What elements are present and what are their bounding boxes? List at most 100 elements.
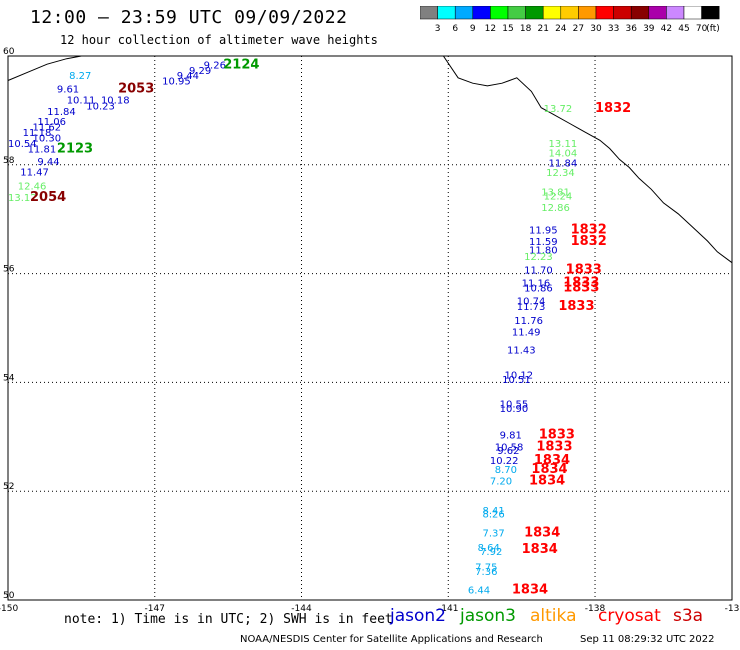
wave-height-label: 11.18	[23, 128, 52, 139]
wave-height-label: 10.54	[8, 139, 37, 150]
colorbar-legend: 3 6 9 12 15 18 21 24 27 30 33 36 39 42 45 70(ft)	[420, 6, 720, 34]
wave-height-label: 9.44	[37, 157, 59, 168]
pass-time-label: 1834	[522, 542, 558, 557]
x-tick-label: -147	[145, 604, 165, 614]
wave-height-label: 10.90	[500, 404, 529, 415]
wave-height-label: 10.30	[32, 133, 61, 144]
pass-time-label: 1832	[595, 101, 631, 116]
legend-jason2: jason2	[390, 606, 446, 626]
pass-time-label: 1833	[539, 427, 575, 442]
pass-time-label: 1834	[534, 453, 570, 468]
pass-time-label: 1834	[512, 582, 548, 597]
pass-time-label: 1833	[563, 276, 599, 291]
wave-height-label: 12.86	[541, 203, 570, 214]
pass-time-label: 1833	[536, 439, 572, 454]
pass-time-label: 1834	[529, 474, 565, 489]
wave-height-label: 13.72	[544, 104, 573, 115]
wave-height-label: 10.23	[86, 101, 115, 112]
wave-height-label: 10.95	[162, 76, 191, 87]
wave-height-label: 11.43	[507, 346, 536, 357]
wave-height-label: 9.61	[57, 84, 79, 95]
colorbar-label: 24	[555, 24, 567, 34]
wave-height-label: 11.76	[514, 316, 543, 327]
wave-height-label: 11.47	[20, 168, 49, 179]
wave-height-label: 12.34	[546, 168, 575, 179]
pass-time-label: 1833	[558, 299, 594, 314]
colorbar-label: 18	[520, 24, 532, 34]
wave-height-label: 8.26	[483, 509, 505, 520]
wave-height-label: 11.16	[522, 279, 551, 290]
legend-altika: altika	[530, 606, 577, 626]
wave-height-label: 9.62	[497, 446, 519, 457]
wave-height-label: 10.74	[517, 297, 546, 308]
pass-time-label: 2123	[57, 141, 93, 156]
footer-credit: NOAA/NESDIS Center for Satellite Applica…	[240, 634, 543, 645]
y-tick-label: 58	[3, 156, 15, 166]
wave-height-label: 10.12	[505, 371, 534, 382]
colorbar-label: 21	[537, 24, 548, 34]
footer-note: note: 1) Time is in UTC; 2) SWH is in fe…	[64, 612, 393, 627]
colorbar-label: 30	[590, 24, 602, 34]
wave-height-label: 9.26	[204, 61, 226, 72]
colorbar-label: 9	[470, 24, 476, 34]
wave-height-label: 9.81	[500, 430, 522, 441]
wave-height-label: 11.70	[524, 266, 553, 277]
wave-height-label: 14.04	[549, 149, 578, 160]
wave-height-label: 11.62	[32, 123, 61, 134]
wave-height-label: 10.86	[524, 284, 553, 295]
x-tick-label: -150	[0, 604, 18, 614]
coastline-kenai	[7, 55, 82, 81]
pass-time-label: 1832	[571, 222, 607, 237]
x-tick-label: -138	[585, 604, 606, 614]
pass-time-label: 1832	[571, 234, 607, 249]
pass-time-label: 1834	[524, 525, 560, 540]
y-tick-label: 56	[3, 265, 15, 275]
plot-frame	[7, 55, 733, 601]
coastline-path	[442, 55, 733, 264]
pass-time-label: 2124	[223, 58, 259, 73]
pass-time-label: 1833	[563, 281, 599, 296]
wave-height-label: 10.58	[495, 442, 524, 453]
wave-height-label: 8.64	[478, 543, 500, 554]
wave-height-label: 7.20	[490, 477, 512, 488]
y-tick-label: 50	[3, 591, 15, 601]
wave-height-label: 12.23	[524, 252, 553, 263]
y-tick-label: 52	[3, 482, 14, 492]
colorbar-label: 39	[643, 24, 655, 34]
y-tick-label: 54	[3, 373, 15, 383]
legend-cryosat: cryosat	[598, 606, 661, 626]
wave-height-label: 7.92	[480, 547, 502, 558]
wave-height-label: 13.12	[8, 193, 37, 204]
x-tick-label: -13	[725, 604, 740, 614]
colorbar-swatch	[701, 6, 720, 20]
legend-jason3: jason3	[460, 606, 516, 626]
footer-timestamp: Sep 11 08:29:32 UTC 2022	[580, 634, 715, 645]
wave-height-label: 10.55	[500, 399, 529, 410]
colorbar-label: 27	[573, 24, 584, 34]
pass-time-label: 1833	[566, 263, 602, 278]
wave-height-label: 13.81	[541, 187, 570, 198]
wave-height-label: 11.49	[512, 328, 541, 339]
wave-height-label: 8.70	[495, 465, 517, 476]
wave-height-label: 11.06	[37, 117, 66, 128]
wave-height-label: 9.44	[177, 71, 199, 82]
wave-height-label: 8.27	[69, 71, 91, 82]
wave-height-label: 11.84	[549, 158, 578, 169]
colorbar-label: 36	[625, 24, 637, 34]
wave-height-label: 7.75	[475, 563, 497, 574]
colorbar-unit: (ft)	[706, 24, 720, 34]
chart-title: 12:00 – 23:59 UTC 09/09/2022	[30, 7, 348, 28]
wave-height-label: 11.80	[529, 245, 558, 256]
colorbar-label: 3	[435, 24, 441, 34]
colorbar-label: 70	[696, 24, 708, 34]
wave-height-label: 8.41	[483, 506, 505, 517]
colorbar-label: 42	[661, 24, 672, 34]
wave-height-label: 13.11	[549, 139, 578, 150]
wave-height-label: 11.73	[517, 302, 546, 313]
colorbar-label: 33	[608, 24, 619, 34]
wave-height-label: 9.29	[189, 66, 211, 77]
chart-subtitle: 12 hour collection of altimeter wave hei…	[60, 33, 378, 47]
colorbar-label: 6	[452, 24, 458, 34]
colorbar-label: 12	[485, 24, 496, 34]
